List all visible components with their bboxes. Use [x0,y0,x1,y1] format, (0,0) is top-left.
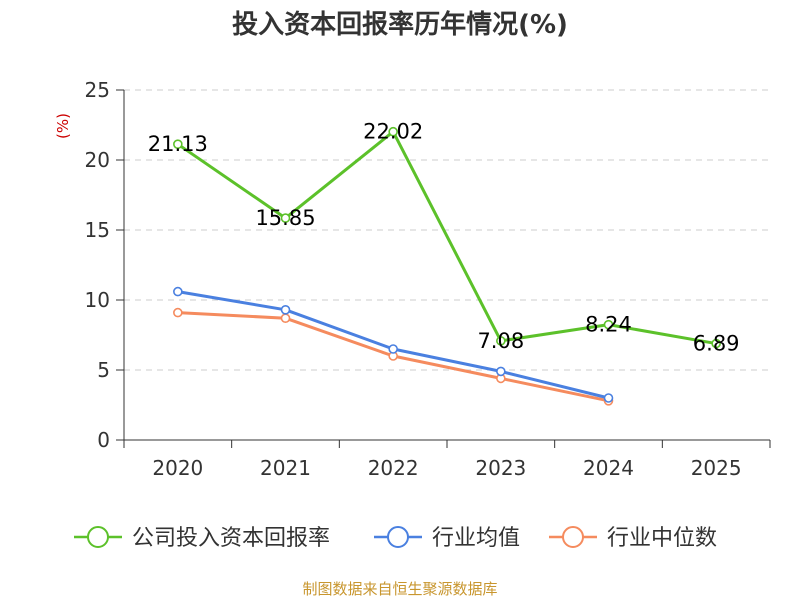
legend-label: 行业均值 [432,526,520,551]
legend-item: 行业中位数 [549,526,717,551]
series-line [176,130,717,346]
data-label: 8.24 [585,313,632,337]
y-tick-label: 10 [85,288,110,312]
data-label: 22.02 [363,120,423,144]
y-tick-label: 0 [97,428,110,452]
data-label: 6.89 [693,332,740,356]
y-tick-label: 20 [85,148,110,172]
y-tick-label: 15 [85,218,110,242]
chart-source: 制图数据来自恒生聚源数据库 [302,580,498,598]
data-point [388,344,398,354]
series-lines [173,126,721,406]
data-label: 21.13 [148,132,208,156]
y-axis-label: (%) [54,113,72,139]
legend-marker [87,526,109,548]
data-point [173,286,183,297]
legend-item: 公司投入资本回报率 [74,526,330,551]
legend: 公司投入资本回报率 行业均值 行业中位数 [74,526,717,551]
data-point [603,319,614,330]
x-tick-label: 2025 [691,456,742,480]
data-point [173,139,183,149]
y-tick-label: 5 [97,358,110,382]
data-point [388,126,398,137]
data-point [603,393,614,403]
data-point [496,336,506,346]
x-tick-label: 2020 [152,456,203,480]
data-point [280,304,291,315]
x-tick-label: 2022 [368,456,419,480]
data-point [711,338,721,349]
x-tick-label: 2024 [583,456,634,480]
data-point [280,313,291,324]
chart-title: 投入资本回报率历年情况(%) [232,10,568,40]
legend-marker [562,526,584,548]
legend-item: 行业均值 [374,526,520,551]
data-label: 7.08 [477,329,524,353]
x-tick-label: 2021 [260,456,311,480]
data-point [280,213,291,223]
data-labels: 21.13 15.85 22.02 7.08 8.24 6.89 [148,120,740,356]
legend-label: 公司投入资本回报率 [132,526,330,551]
legend-marker [387,526,409,548]
data-point [173,307,183,318]
data-point [496,366,506,377]
x-tick-label: 2023 [475,456,526,480]
gridlines [124,89,770,371]
data-label: 15.85 [255,206,315,230]
y-tick-label: 25 [85,78,110,102]
legend-label: 行业中位数 [607,526,717,551]
